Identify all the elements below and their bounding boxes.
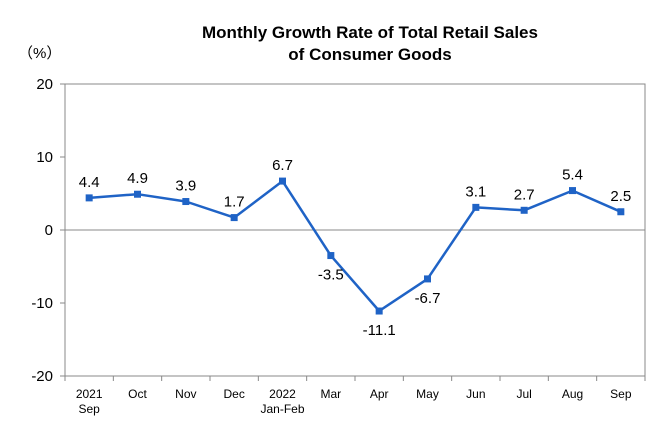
data-label: 3.9: [175, 178, 196, 195]
x-tick-label: Aug: [562, 387, 583, 401]
data-point-marker: [424, 275, 431, 283]
x-tick-label: May: [416, 387, 439, 401]
x-tick-label: Nov: [175, 387, 196, 401]
data-point-marker: [182, 198, 190, 206]
x-tick-label: 2022: [269, 387, 296, 401]
chart-title-line-2: of Consumer Goods: [288, 45, 451, 64]
data-label: 5.4: [562, 167, 583, 184]
y-tick-label: -20: [31, 368, 53, 385]
data-point-marker: [617, 208, 625, 216]
x-tick-label: Apr: [370, 387, 389, 401]
data-label: -3.5: [318, 267, 344, 284]
x-tick-label: Jan-Feb: [260, 402, 304, 416]
data-point-marker: [134, 190, 141, 198]
data-label: 1.7: [224, 194, 245, 211]
x-tick-label: Jun: [466, 387, 485, 401]
data-label: -11.1: [363, 322, 396, 339]
x-tick-label: 2021: [76, 387, 103, 401]
x-tick-label: Mar: [320, 387, 341, 401]
data-point-marker: [375, 307, 383, 315]
series-line: [89, 179, 622, 313]
y-tick-label: 0: [45, 222, 53, 239]
data-point-marker: [472, 203, 480, 211]
chart-title-line-1: Monthly Growth Rate of Total Retail Sale…: [202, 23, 538, 42]
data-point-marker: [520, 206, 528, 214]
x-tick-label: Oct: [128, 387, 147, 401]
data-point-marker: [230, 214, 238, 222]
x-tick-label: Dec: [223, 387, 244, 401]
data-label: 6.7: [272, 157, 293, 174]
data-label: -6.7: [415, 290, 441, 307]
y-tick-label: 20: [36, 76, 53, 93]
data-label: 3.1: [465, 183, 486, 200]
x-tick-label: Sep: [78, 402, 100, 416]
y-tick-label: -10: [31, 295, 53, 312]
data-point-marker: [279, 177, 286, 185]
y-unit-label: （%）: [18, 45, 61, 62]
data-point-marker: [327, 252, 335, 260]
data-label: 2.5: [610, 188, 631, 205]
data-label: 2.7: [514, 186, 535, 203]
data-label: 4.4: [79, 174, 100, 191]
data-point-marker: [85, 194, 93, 202]
data-label: 4.9: [127, 170, 148, 187]
y-tick-label: 10: [36, 149, 53, 166]
x-tick-label: Jul: [516, 387, 531, 401]
x-tick-label: Sep: [610, 387, 632, 401]
data-point-marker: [569, 187, 576, 195]
